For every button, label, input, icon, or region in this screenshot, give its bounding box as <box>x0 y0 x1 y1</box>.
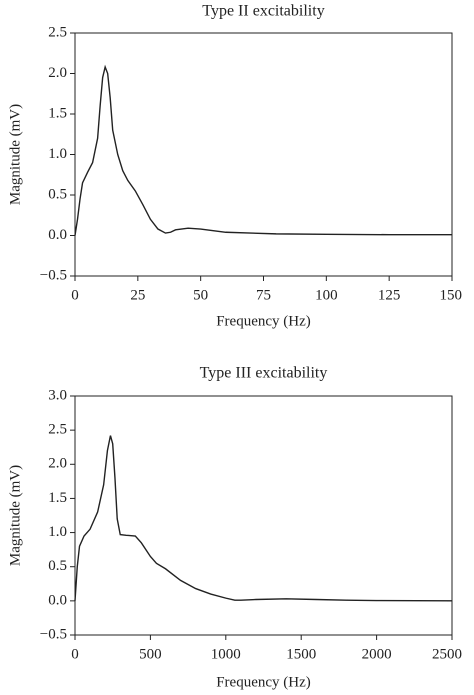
x-axis-label: Frequency (Hz) <box>216 313 311 329</box>
chart-title: Type III excitability <box>200 365 328 382</box>
chart-title: Type II excitability <box>202 3 324 20</box>
y-tick-label: 1.5 <box>48 490 67 506</box>
plot-frame <box>74 395 453 636</box>
y-tick-label: −0.5 <box>40 267 67 283</box>
y-axis-label: Magnitude (mV) <box>7 104 23 205</box>
y-tick-label: 1.5 <box>48 105 67 121</box>
y-tick-label: 2.0 <box>48 456 67 472</box>
y-tick-label: −0.5 <box>40 626 67 642</box>
y-tick-label: 0.0 <box>48 227 67 243</box>
y-axis-label: Magnitude (mV) <box>7 465 23 566</box>
data-line <box>74 435 453 602</box>
y-tick-label: 1.0 <box>48 146 67 162</box>
x-axis-label: Frequency (Hz) <box>216 674 311 690</box>
y-tick-label: 2.5 <box>48 24 67 40</box>
x-tick-label: 25 <box>130 287 145 303</box>
x-tick-label: 100 <box>315 287 338 303</box>
x-tick-label: 75 <box>256 287 271 303</box>
x-tick-label: 1000 <box>211 646 241 662</box>
x-tick-label: 0 <box>71 287 79 303</box>
y-tick-label: 3.0 <box>48 387 67 403</box>
y-tick-label: 1.0 <box>48 524 67 540</box>
y-tick-label: 0.0 <box>48 592 67 608</box>
x-tick-label: 150 <box>440 287 463 303</box>
x-tick-label: 2500 <box>432 646 462 662</box>
x-tick-label: 125 <box>378 287 401 303</box>
data-line <box>74 64 452 236</box>
y-tick-label: 0.5 <box>48 558 67 574</box>
x-tick-label: 500 <box>139 646 162 662</box>
y-tick-label: 2.0 <box>48 65 67 81</box>
x-tick-label: 2000 <box>362 646 392 662</box>
y-tick-label: 0.5 <box>48 186 67 202</box>
x-tick-label: 50 <box>193 287 208 303</box>
plot-frame <box>74 32 453 277</box>
y-tick-label: 2.5 <box>48 422 67 438</box>
x-tick-label: 1500 <box>286 646 316 662</box>
x-tick-label: 0 <box>71 646 79 662</box>
